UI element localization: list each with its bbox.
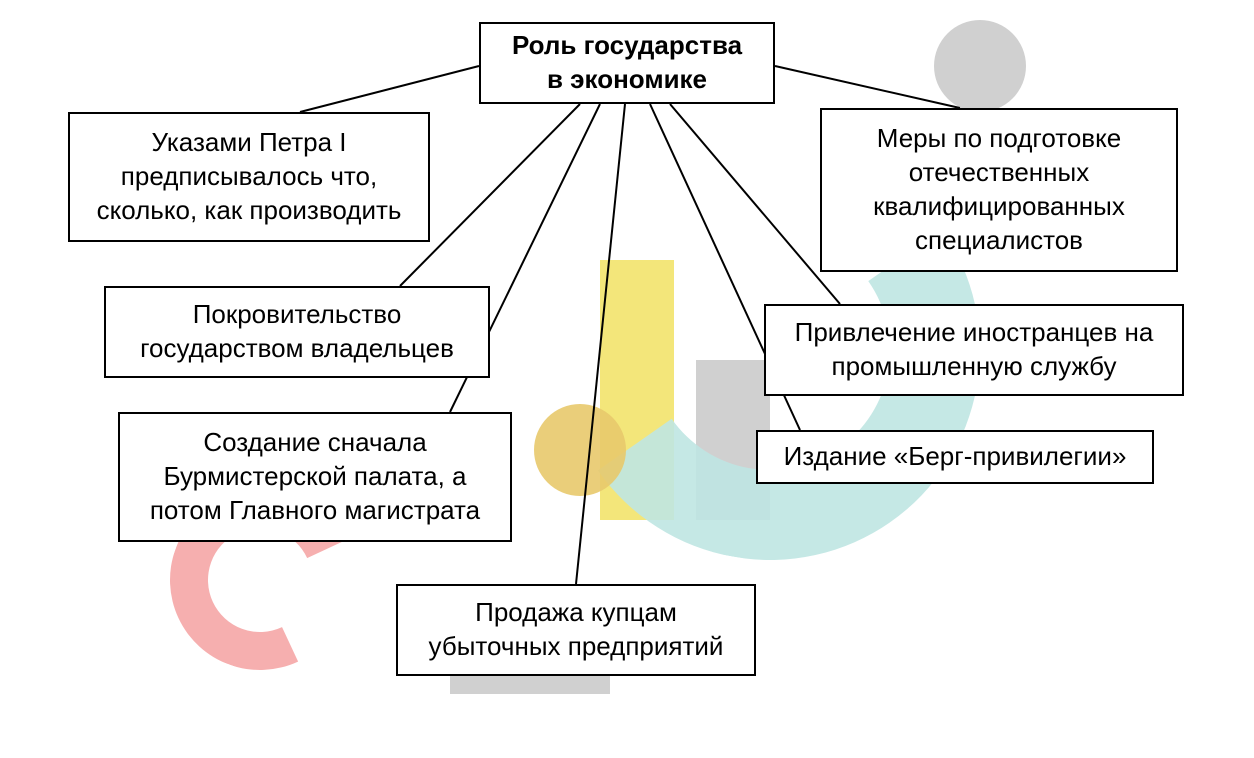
diagram-container: Роль государствав экономике Указами Петра… [0, 0, 1254, 758]
diagram-root-node: Роль государствав экономике [479, 22, 775, 104]
node-label: Указами Петра I предписывалось что, скол… [84, 126, 414, 227]
node-label: Роль государствав экономике [512, 29, 742, 97]
node-label: Продажа купцам убыточных предприятий [412, 596, 740, 664]
node-label: Издание «Берг-привилегии» [784, 440, 1127, 474]
node-label: Привлечение иностранцев на промышленную … [780, 316, 1168, 384]
diagram-node: Издание «Берг-привилегии» [756, 430, 1154, 484]
node-label: Создание сначала Бурмистерской палата, а… [134, 426, 496, 527]
diagram-node: Указами Петра I предписывалось что, скол… [68, 112, 430, 242]
diagram-node: Меры по подготовке отечественных квалифи… [820, 108, 1178, 272]
diagram-node: Привлечение иностранцев на промышленную … [764, 304, 1184, 396]
node-label: Покровительство государством владельцев [120, 298, 474, 366]
node-label: Меры по подготовке отечественных квалифи… [836, 122, 1162, 257]
diagram-node: Покровительство государством владельцев [104, 286, 490, 378]
diagram-node: Создание сначала Бурмистерской палата, а… [118, 412, 512, 542]
diagram-node: Продажа купцам убыточных предприятий [396, 584, 756, 676]
